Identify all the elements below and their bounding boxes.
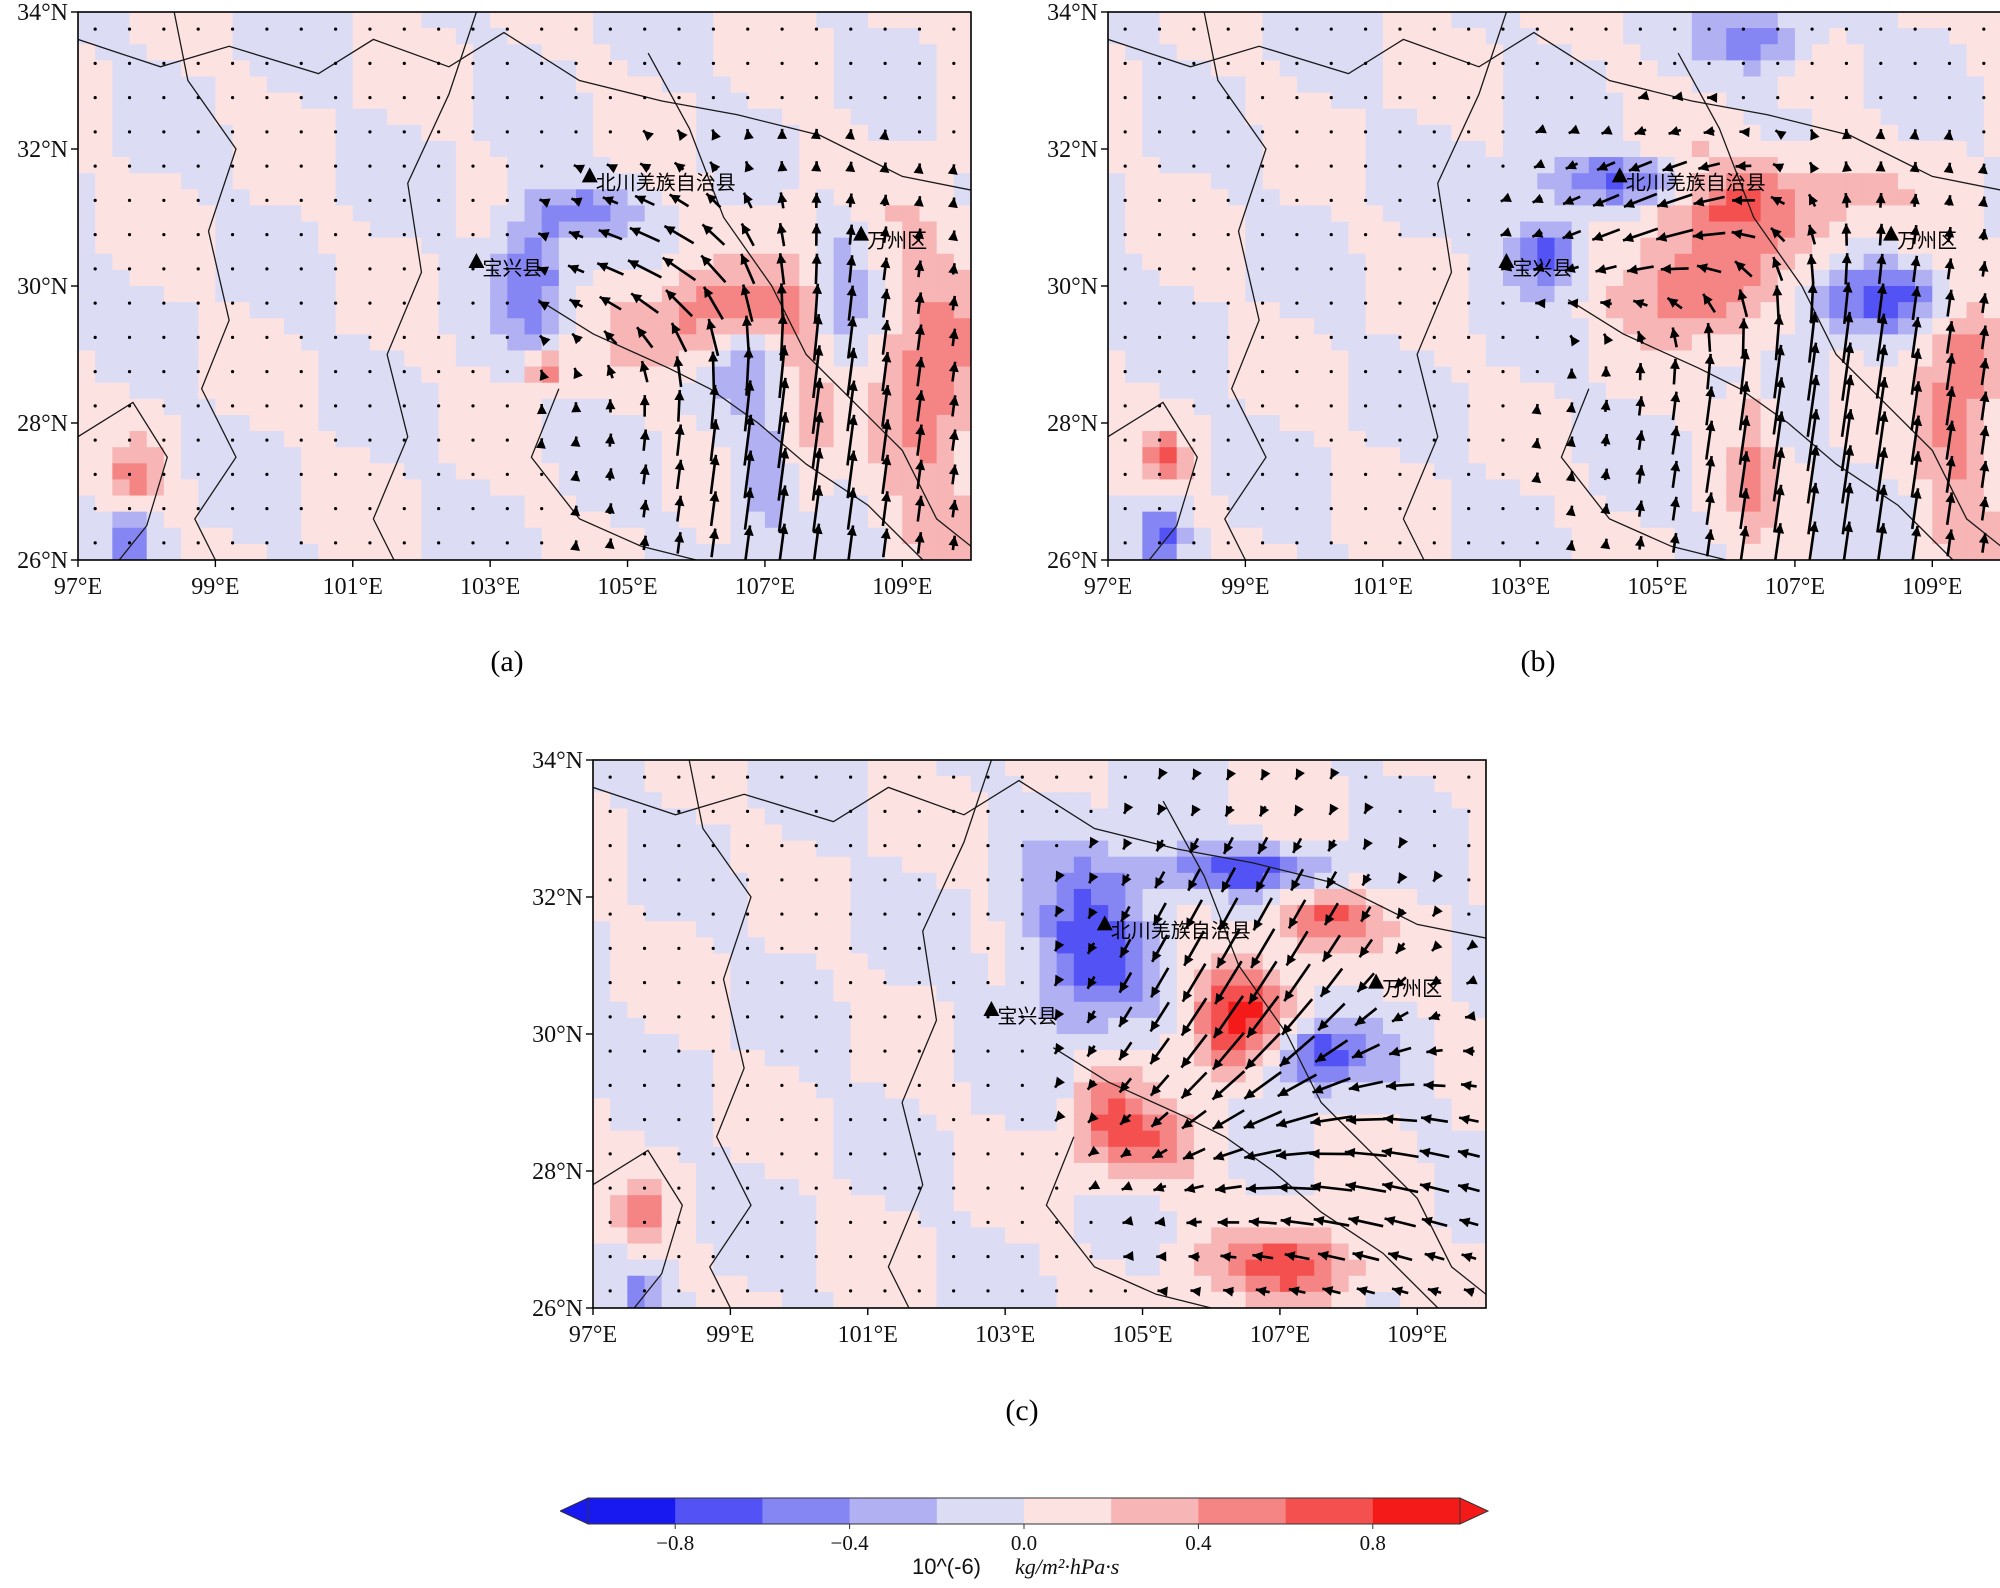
lon-tick-label: 99°E — [191, 574, 239, 600]
map-svg: 97°E 99°E 101°E 103°E 105°E 107°E 109°E 34°N 32°… — [515, 748, 1495, 1348]
map-svg: 97°E 99°E 101°E 103°E 105°E 107°E 109°E 34°N 32°… — [1030, 0, 2000, 600]
lon-tick-label: 105°E — [597, 574, 657, 600]
lon-tick-label: 103°E — [460, 574, 520, 600]
lat-tick-label: 32°N — [1047, 137, 1098, 163]
lat-tick-label: 30°N — [532, 1022, 583, 1048]
lat-tick-label: 34°N — [17, 0, 68, 26]
colorbar-cell — [1286, 1498, 1374, 1524]
map-field — [593, 760, 1487, 1309]
lon-tick-label: 109°E — [1387, 1322, 1447, 1348]
lon-tick-label: 107°E — [735, 574, 795, 600]
colorbar-ticks: −0.8 −0.4 0.0 0.4 0.8 — [656, 1524, 1386, 1555]
colorbar-cells — [560, 1498, 1488, 1524]
lon-tick-label: 97°E — [1084, 574, 1132, 600]
lat-tick-label: 34°N — [1047, 0, 1098, 26]
lon-tick-label: 97°E — [54, 574, 102, 600]
colorbar-cell — [850, 1498, 938, 1524]
colorbar-cell — [588, 1498, 676, 1524]
map-panel-b: 97°E 99°E 101°E 103°E 105°E 107°E 109°E 34°N 32°… — [1030, 0, 2000, 605]
colorbar-cell — [1198, 1498, 1286, 1524]
colorbar-tick-label: 0.8 — [1360, 1531, 1386, 1555]
map-field — [78, 12, 972, 562]
colorbar-tick-label: −0.8 — [656, 1531, 694, 1555]
lon-tick-label: 101°E — [838, 1322, 898, 1348]
lat-tick-label: 26°N — [532, 1296, 583, 1322]
colorbar-tick-label: 0.0 — [1011, 1531, 1037, 1555]
colorbar-tick-label: −0.4 — [831, 1531, 870, 1555]
lon-tick-label: 103°E — [975, 1322, 1035, 1348]
colorbar-cell — [675, 1498, 763, 1524]
lat-tick-label: 28°N — [532, 1159, 583, 1185]
place-label: 宝兴县 — [1512, 256, 1572, 280]
lon-tick-label: 107°E — [1250, 1322, 1310, 1348]
lon-tick-label: 107°E — [1765, 574, 1825, 600]
lon-tick-label: 97°E — [569, 1322, 617, 1348]
place-label: 宝兴县 — [482, 256, 542, 280]
lon-tick-label: 105°E — [1627, 574, 1687, 600]
lon-tick-label: 101°E — [1353, 574, 1413, 600]
lat-tick-label: 28°N — [17, 411, 68, 437]
colorbar-cell — [1111, 1498, 1199, 1524]
colorbar: −0.8 −0.4 0.0 0.4 0.8 10^(-6) kg/m²·hPa·s — [560, 1488, 1490, 1588]
map-svg: 97°E 99°E 101°E 103°E 105°E 107°E 109°E 34°N 32°… — [0, 0, 980, 600]
lat-tick-label: 34°N — [532, 748, 583, 774]
caption-b: (b) — [1478, 645, 1598, 679]
colorbar-extend-max — [1460, 1498, 1488, 1524]
lat-tick-label: 26°N — [17, 548, 68, 574]
colorbar-extend-min — [560, 1498, 588, 1524]
place-label: 宝兴县 — [997, 1004, 1057, 1028]
caption-a: (a) — [447, 645, 567, 679]
colorbar-cell — [762, 1498, 850, 1524]
lon-tick-label: 99°E — [1221, 574, 1269, 600]
map-panel-a: 97°E 99°E 101°E 103°E 105°E 107°E 109°E 34°N 32°… — [0, 0, 980, 605]
colorbar-unit-prefix: 10^(-6) — [912, 1554, 981, 1579]
lon-tick-label: 101°E — [323, 574, 383, 600]
caption-c: (c) — [962, 1394, 1082, 1428]
lat-tick-label: 32°N — [17, 137, 68, 163]
place-label: 北川羌族自治县 — [1111, 918, 1251, 942]
colorbar-cell — [1024, 1498, 1112, 1524]
lat-tick-label: 30°N — [17, 274, 68, 300]
place-label: 万州区 — [1382, 977, 1442, 1001]
colorbar-unit: kg/m²·hPa·s — [1015, 1554, 1119, 1579]
lon-tick-label: 103°E — [1490, 574, 1550, 600]
lat-tick-label: 30°N — [1047, 274, 1098, 300]
lon-tick-label: 99°E — [706, 1322, 754, 1348]
lat-tick-label: 32°N — [532, 885, 583, 911]
lon-tick-label: 109°E — [1902, 574, 1962, 600]
lat-tick-label: 26°N — [1047, 548, 1098, 574]
map-field — [1108, 12, 2000, 564]
place-label: 万州区 — [867, 229, 927, 253]
lon-tick-label: 105°E — [1112, 1322, 1172, 1348]
colorbar-cell — [937, 1498, 1025, 1524]
place-label: 北川羌族自治县 — [1626, 170, 1766, 194]
map-panel-c: 97°E 99°E 101°E 103°E 105°E 107°E 109°E 34°N 32°… — [515, 748, 1495, 1353]
colorbar-tick-label: 0.4 — [1185, 1531, 1212, 1555]
place-label: 北川羌族自治县 — [596, 170, 736, 194]
lon-tick-label: 109°E — [872, 574, 932, 600]
colorbar-cell — [1373, 1498, 1461, 1524]
place-label: 万州区 — [1897, 229, 1957, 253]
lat-tick-label: 28°N — [1047, 411, 1098, 437]
